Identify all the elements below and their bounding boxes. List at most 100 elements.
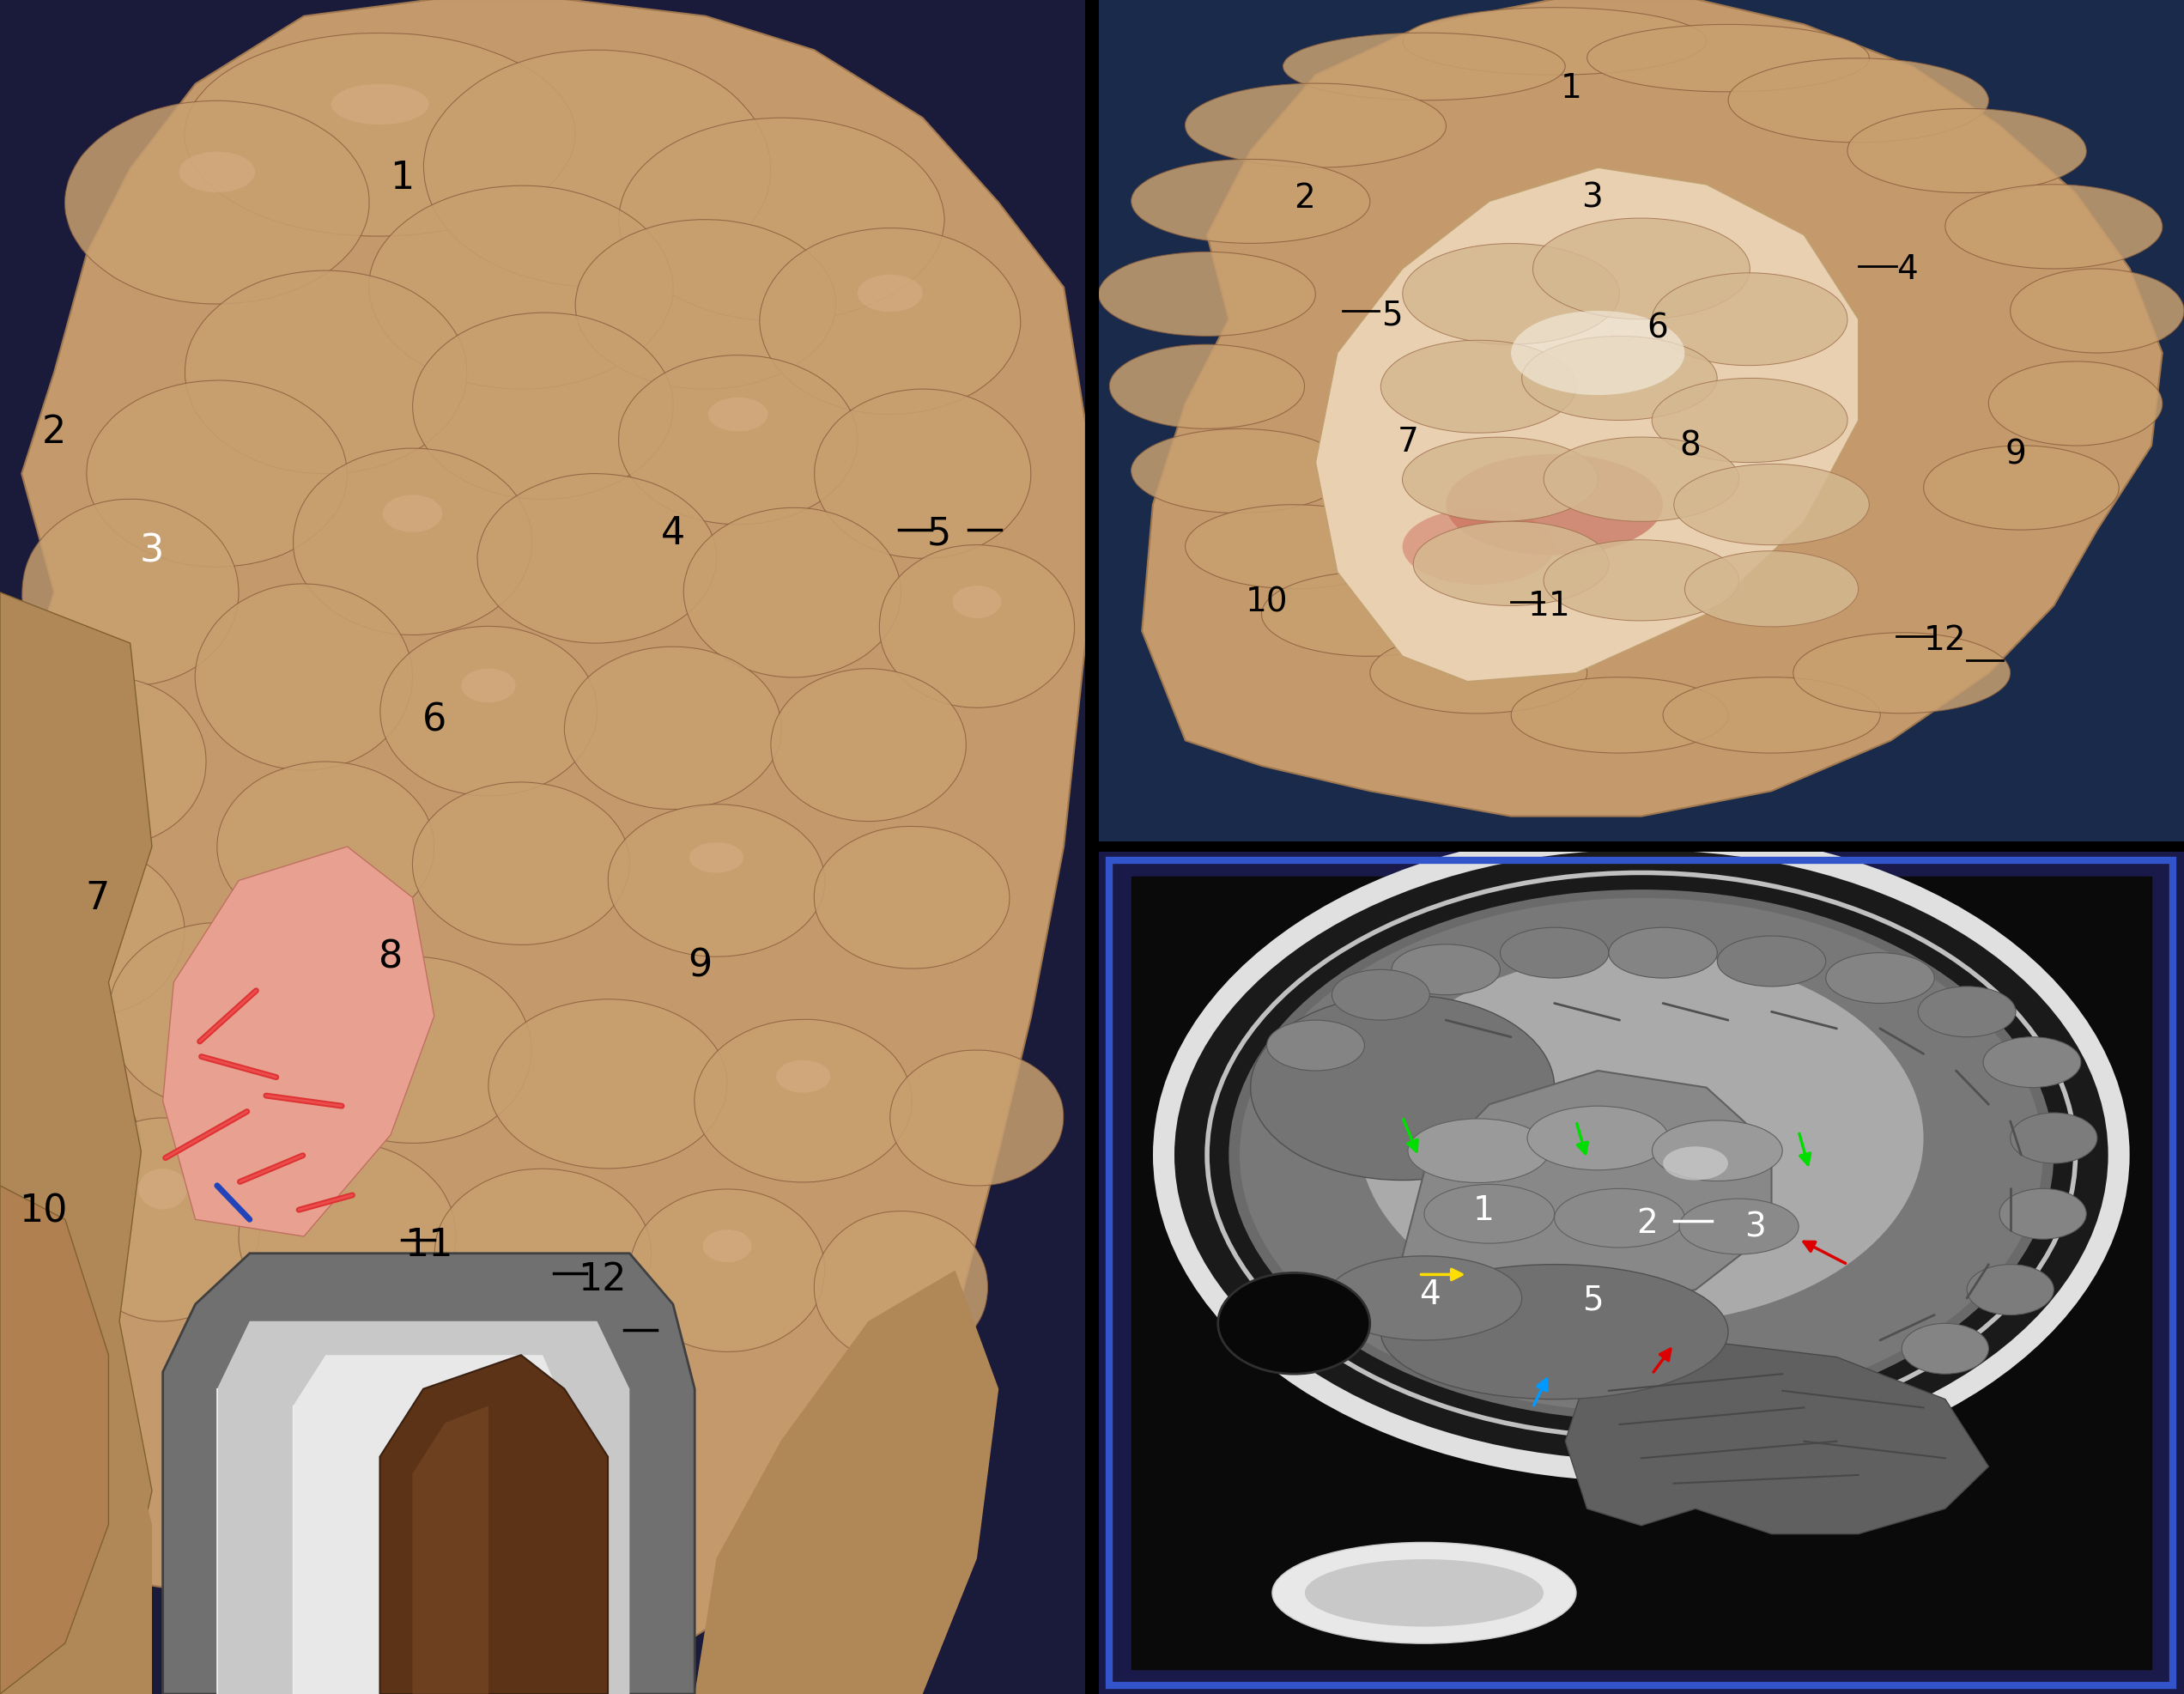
Polygon shape [815, 390, 1031, 559]
Polygon shape [1662, 678, 1880, 754]
Polygon shape [424, 51, 771, 288]
Polygon shape [563, 647, 782, 810]
Polygon shape [22, 500, 238, 686]
Ellipse shape [1610, 928, 1717, 979]
Ellipse shape [1662, 1147, 1728, 1181]
Ellipse shape [690, 842, 743, 874]
Ellipse shape [1326, 1257, 1522, 1340]
Text: 8: 8 [378, 938, 402, 976]
Text: 2: 2 [1295, 181, 1315, 213]
Ellipse shape [1251, 994, 1555, 1181]
Ellipse shape [1968, 1265, 2053, 1315]
Polygon shape [1653, 273, 1848, 366]
Ellipse shape [190, 969, 245, 1006]
Polygon shape [2009, 269, 2184, 354]
Ellipse shape [1208, 872, 2075, 1437]
Text: 1: 1 [1474, 1194, 1494, 1226]
Polygon shape [684, 508, 902, 678]
Ellipse shape [1267, 1020, 1365, 1071]
Ellipse shape [708, 398, 769, 432]
Ellipse shape [461, 669, 515, 703]
Polygon shape [164, 847, 435, 1237]
Polygon shape [1131, 429, 1348, 513]
Ellipse shape [1358, 954, 1924, 1323]
Polygon shape [1413, 522, 1610, 606]
Text: 5: 5 [1380, 300, 1402, 332]
Text: 4: 4 [1896, 252, 1918, 286]
Ellipse shape [1679, 1199, 1800, 1255]
Ellipse shape [138, 1169, 188, 1210]
Ellipse shape [1402, 510, 1555, 584]
Polygon shape [1673, 464, 1870, 545]
Polygon shape [1511, 678, 1728, 754]
Polygon shape [0, 0, 1085, 1677]
Polygon shape [238, 1143, 456, 1330]
Ellipse shape [1424, 1184, 1555, 1243]
Polygon shape [618, 119, 943, 322]
Polygon shape [629, 1189, 826, 1352]
Polygon shape [435, 1169, 651, 1338]
Polygon shape [1728, 59, 1990, 144]
Polygon shape [1924, 446, 2118, 530]
Polygon shape [1522, 337, 1717, 420]
Polygon shape [1402, 8, 1706, 76]
Polygon shape [66, 1118, 260, 1321]
Polygon shape [1566, 1340, 1990, 1535]
Polygon shape [1402, 244, 1621, 346]
Ellipse shape [1651, 1121, 1782, 1181]
Polygon shape [489, 999, 727, 1169]
Polygon shape [186, 271, 467, 474]
Polygon shape [413, 1406, 489, 1694]
Ellipse shape [332, 85, 428, 125]
Text: 8: 8 [1679, 430, 1701, 462]
Polygon shape [891, 1050, 1064, 1186]
Polygon shape [413, 313, 673, 500]
Polygon shape [695, 1020, 913, 1182]
Text: 9: 9 [688, 947, 712, 984]
Polygon shape [0, 1186, 109, 1694]
Polygon shape [1131, 159, 1369, 244]
Ellipse shape [1409, 1120, 1548, 1182]
Ellipse shape [1273, 1543, 1577, 1643]
Polygon shape [1369, 634, 1588, 713]
Text: 9: 9 [2005, 439, 2027, 471]
Ellipse shape [952, 586, 1000, 618]
Text: 12: 12 [579, 1260, 627, 1298]
Text: 6: 6 [1647, 312, 1669, 344]
Polygon shape [607, 805, 826, 957]
Polygon shape [1402, 437, 1599, 522]
Ellipse shape [1241, 898, 2042, 1413]
Text: 1: 1 [1559, 73, 1581, 105]
Ellipse shape [1902, 1323, 1990, 1374]
Text: 3: 3 [1581, 181, 1603, 213]
Ellipse shape [1511, 312, 1684, 396]
Text: 12: 12 [1924, 623, 1966, 656]
Polygon shape [1282, 34, 1566, 102]
Ellipse shape [1500, 928, 1610, 979]
Polygon shape [1544, 540, 1738, 622]
Ellipse shape [1304, 1558, 1544, 1626]
Polygon shape [1848, 110, 2086, 193]
Polygon shape [1990, 363, 2162, 446]
Ellipse shape [1918, 988, 2016, 1037]
Polygon shape [880, 545, 1075, 708]
Polygon shape [1402, 1071, 1771, 1315]
Polygon shape [760, 229, 1020, 415]
Text: 5: 5 [1581, 1284, 1603, 1316]
Polygon shape [815, 1211, 987, 1364]
Text: 2: 2 [1636, 1206, 1658, 1238]
Polygon shape [0, 593, 153, 1694]
Polygon shape [1109, 346, 1304, 429]
Polygon shape [293, 449, 533, 635]
Polygon shape [194, 584, 413, 771]
Polygon shape [216, 1321, 629, 1694]
Polygon shape [293, 957, 531, 1143]
Polygon shape [1651, 379, 1848, 462]
Polygon shape [11, 678, 205, 847]
Polygon shape [1315, 168, 1859, 683]
Text: 6: 6 [422, 701, 446, 739]
Polygon shape [164, 1254, 695, 1694]
Ellipse shape [1219, 1274, 1369, 1374]
Polygon shape [66, 102, 369, 305]
Text: 3: 3 [140, 532, 164, 569]
